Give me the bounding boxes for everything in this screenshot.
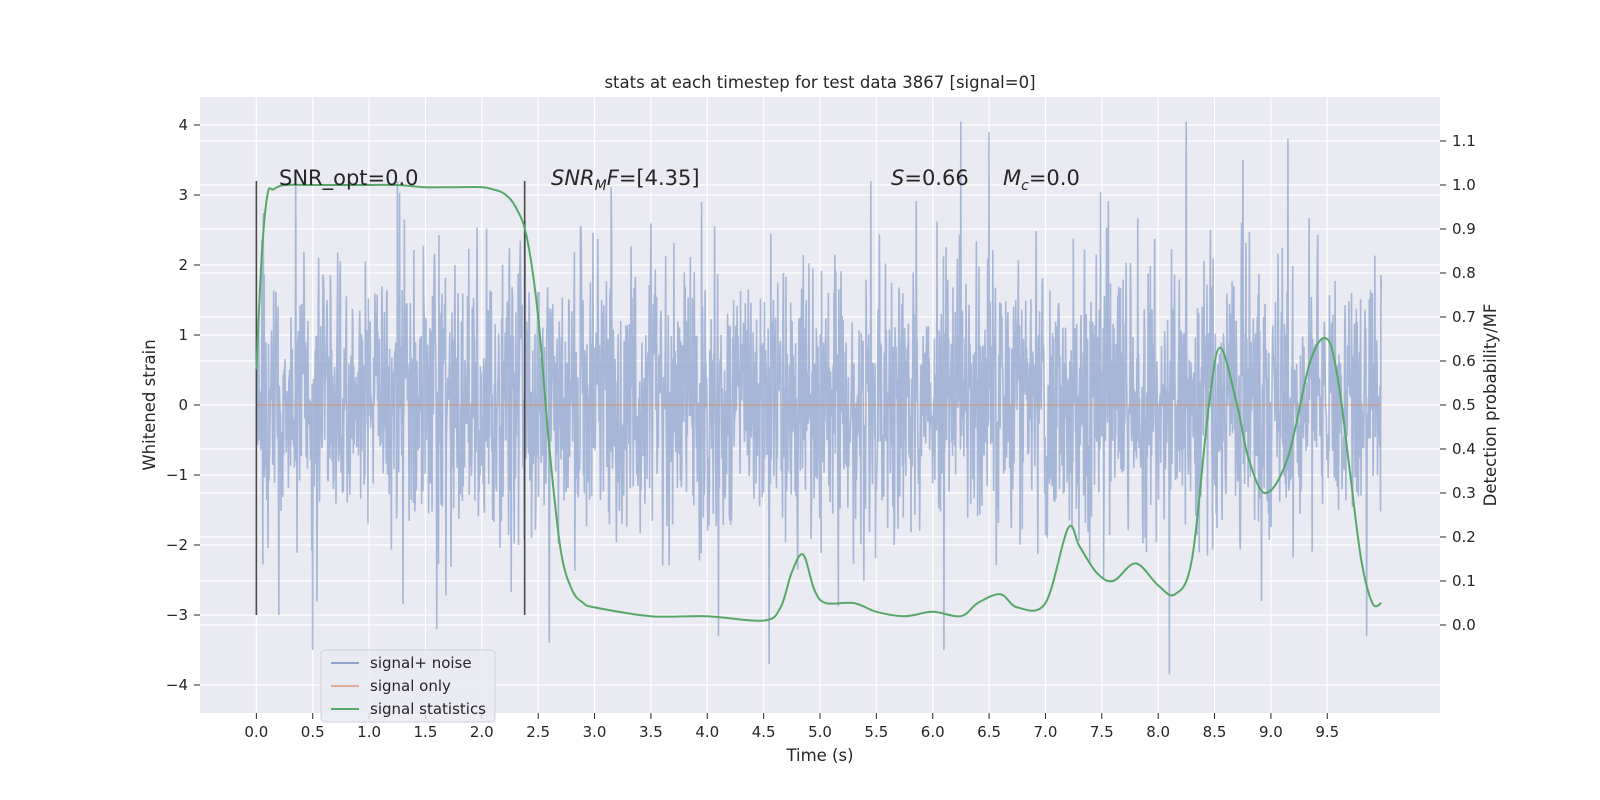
legend: signal+ noise signal only signal statist…	[320, 649, 496, 723]
y-tick-label-left: 4	[178, 116, 188, 134]
x-tick-label: 6.0	[921, 723, 945, 741]
annotation-snr-mf-italic2: F	[607, 166, 620, 190]
annotation-mc-italic: M	[1003, 166, 1021, 190]
x-tick-label: 3.5	[639, 723, 663, 741]
annotation-s-italic: S	[891, 166, 904, 190]
x-tick-label: 1.0	[357, 723, 381, 741]
y-tick-label-left: −3	[166, 606, 188, 624]
x-tick-label: 4.0	[695, 723, 719, 741]
legend-label-signal-statistics: signal statistics	[370, 700, 486, 718]
y-tick-label-left: 2	[178, 256, 188, 274]
y-tick-label-right: 0.5	[1452, 396, 1476, 414]
y-ticks-right: 0.0 0.1 0.2 0.3 0.4 0.5 0.6 0.7 0.8 0.9 1.0 1.1	[1440, 132, 1476, 634]
annotation-snr-mf: SNRMF=[4.35]	[551, 166, 700, 194]
annotation-s-rest: =0.66	[904, 166, 968, 190]
x-tick-label: 9.0	[1259, 723, 1283, 741]
x-tick-label: 8.5	[1203, 723, 1227, 741]
legend-box	[320, 649, 496, 723]
y-ticks-left: −4 −3 −2 −1 0 1 2 3 4	[166, 116, 200, 694]
noise-layer	[255, 121, 1383, 675]
annotation-mc: Mc=0.0	[1003, 166, 1080, 194]
x-tick-label: 8.0	[1146, 723, 1170, 741]
x-tick-label: 0.0	[244, 723, 268, 741]
annotation-snr-mf-sub: M	[595, 178, 607, 194]
vertical-lines	[255, 181, 526, 615]
y-tick-label-right: 0.3	[1452, 484, 1476, 502]
annotation-snr-mf-italic: SNR	[551, 166, 595, 190]
x-tick-label: 6.5	[977, 723, 1001, 741]
x-tick-label: 2.0	[470, 723, 494, 741]
legend-label-signal-only: signal only	[370, 677, 451, 695]
y-tick-label-left: 0	[178, 396, 188, 414]
x-tick-label: 7.0	[1034, 723, 1058, 741]
annotation-mc-sub: c	[1021, 178, 1029, 194]
signal-noise-line	[255, 121, 1383, 675]
annotation-mc-rest: =0.0	[1029, 166, 1080, 190]
y-tick-label-left: 3	[178, 186, 188, 204]
signal-statistics-line	[255, 183, 1382, 622]
x-tick-label: 4.5	[752, 723, 776, 741]
stats-layer	[255, 183, 1382, 622]
y-tick-label-left: 1	[178, 326, 188, 344]
x-tick-label: 3.0	[583, 723, 607, 741]
x-tick-label: 2.5	[526, 723, 550, 741]
y-tick-label-right: 0.8	[1452, 264, 1476, 282]
y-tick-label-right: 0.1	[1452, 572, 1476, 590]
x-tick-label: 0.5	[301, 723, 325, 741]
x-axis-label: Time (s)	[785, 746, 853, 765]
y-tick-label-right: 1.1	[1452, 132, 1476, 150]
y-tick-label-right: 0.0	[1452, 616, 1476, 634]
x-tick-label: 7.5	[1090, 723, 1114, 741]
annotation-snr-opt: SNR_opt=0.0	[279, 166, 419, 191]
y-tick-label-right: 0.9	[1452, 220, 1476, 238]
x-tick-label: 5.5	[864, 723, 888, 741]
x-tick-label: 5.0	[808, 723, 832, 741]
y-tick-label-right: 0.7	[1452, 308, 1476, 326]
y-tick-label-left: −4	[166, 676, 188, 694]
chart-title: stats at each timestep for test data 386…	[604, 73, 1035, 92]
y-tick-label-right: 0.2	[1452, 528, 1476, 546]
annotation-s: S=0.66	[891, 166, 969, 190]
annotation-snr-mf-rest: =[4.35]	[619, 166, 700, 190]
y-tick-label-right: 0.6	[1452, 352, 1476, 370]
y-axis-right-label: Detection probability/MF	[1481, 304, 1500, 507]
y-tick-label-right: 0.4	[1452, 440, 1476, 458]
y-tick-label-left: −2	[166, 536, 188, 554]
y-tick-label-left: −1	[166, 466, 188, 484]
x-ticks: 0.0 0.5 1.0 1.5 2.0 2.5 3.0 3.5 4.0 4.5 5.0 5.5 6.0 6…	[244, 713, 1339, 741]
y-tick-label-right: 1.0	[1452, 176, 1476, 194]
x-tick-label: 1.5	[414, 723, 438, 741]
legend-label-signal-noise: signal+ noise	[370, 654, 472, 672]
y-axis-left-label: Whitened strain	[140, 339, 159, 470]
x-tick-label: 9.5	[1315, 723, 1339, 741]
